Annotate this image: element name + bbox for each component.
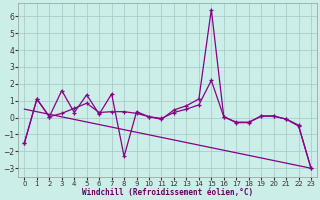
X-axis label: Windchill (Refroidissement éolien,°C): Windchill (Refroidissement éolien,°C) [82,188,253,197]
